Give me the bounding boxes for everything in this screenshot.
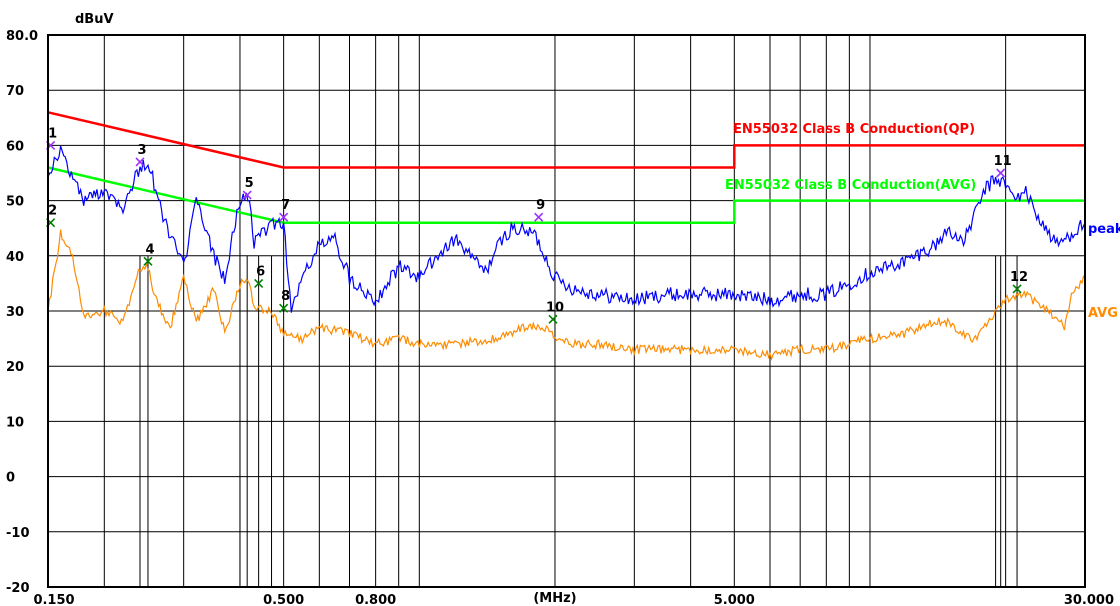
marker-11: 11 xyxy=(994,154,1012,177)
x-tick-label: 30.000 xyxy=(1064,593,1114,606)
y-tick-label: -20 xyxy=(6,581,30,596)
y-tick-label: 20 xyxy=(6,360,24,375)
series-line-0 xyxy=(48,112,1085,167)
y-tick-label: 70 xyxy=(6,84,24,99)
marker-12: 12 xyxy=(1010,270,1028,293)
y-tick-label: 10 xyxy=(6,415,24,430)
series-line-3 xyxy=(48,230,1085,359)
marker-label: 7 xyxy=(281,198,290,213)
marker-label: 11 xyxy=(994,154,1012,169)
x-tick-label: 0.150 xyxy=(33,593,74,606)
marker-7: 7 xyxy=(280,198,291,221)
marker-label: 1 xyxy=(48,126,57,141)
marker-label: 3 xyxy=(137,143,146,158)
y-tick-label: -10 xyxy=(6,526,30,541)
marker-label: 2 xyxy=(48,204,57,219)
y-tick-label: 80.0 xyxy=(6,29,38,44)
y-axis-label: dBuV xyxy=(75,12,114,27)
series-label-3: AVG xyxy=(1088,306,1118,321)
x-tick-label: 0.500 xyxy=(263,593,304,606)
x-axis-label: (MHz) xyxy=(533,591,576,606)
marker-label: 6 xyxy=(256,264,265,279)
x-tick-label: 5.000 xyxy=(714,593,755,606)
marker-3: 3 xyxy=(136,143,147,166)
series-line-2 xyxy=(48,146,1085,313)
series-label-2: peak xyxy=(1088,222,1120,237)
marker-6: 6 xyxy=(255,264,266,287)
marker-label: 10 xyxy=(546,300,564,315)
marker-label: 12 xyxy=(1010,270,1028,285)
y-tick-label: 60 xyxy=(6,139,24,154)
y-tick-label: 30 xyxy=(6,305,24,320)
x-tick-label: 0.800 xyxy=(355,593,396,606)
marker-label: 9 xyxy=(536,198,545,213)
marker-5: 5 xyxy=(243,176,254,199)
series-label-1: EN55032 Class B Conduction(AVG) xyxy=(725,178,976,193)
y-tick-label: 40 xyxy=(6,250,24,265)
marker-4: 4 xyxy=(144,242,155,265)
y-tick-label: 0 xyxy=(6,471,15,486)
marker-label: 4 xyxy=(145,242,154,257)
y-tick-label: 50 xyxy=(6,195,24,210)
series-line-1 xyxy=(48,168,1085,223)
marker-8: 8 xyxy=(280,289,291,312)
marker-9: 9 xyxy=(535,198,546,221)
grid xyxy=(48,35,1085,587)
marker-label: 5 xyxy=(245,176,254,191)
series-label-0: EN55032 Class B Conduction(QP) xyxy=(733,122,975,137)
marker-label: 8 xyxy=(281,289,290,304)
